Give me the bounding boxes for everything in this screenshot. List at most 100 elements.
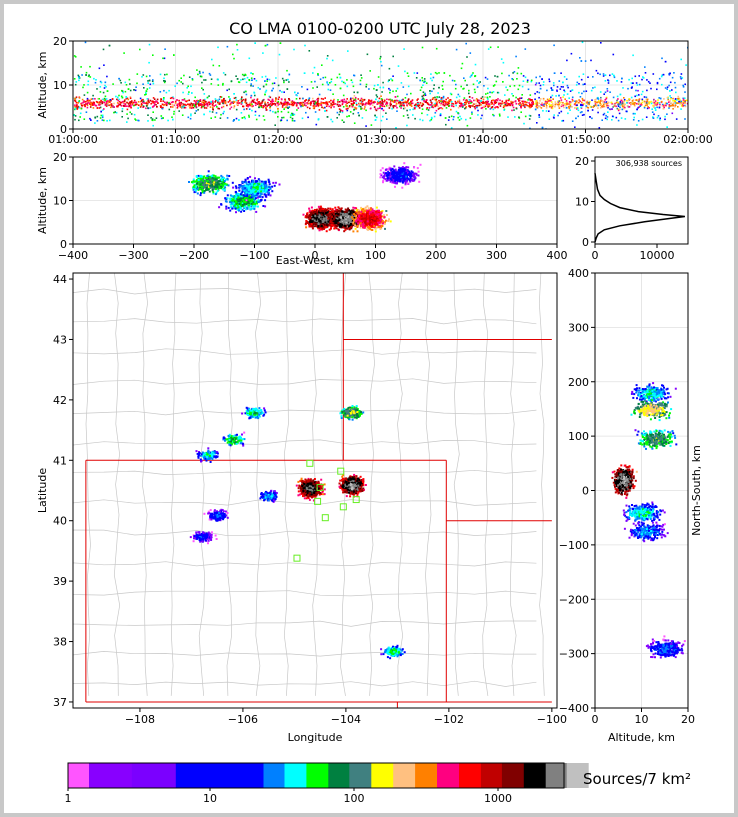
source-cell — [265, 189, 267, 192]
source-cell — [252, 202, 255, 205]
source-mark — [190, 114, 192, 117]
source-mark — [520, 72, 523, 75]
source-mark — [360, 97, 363, 100]
source-mark — [446, 102, 448, 105]
source-mark — [121, 100, 124, 103]
source-mark — [162, 98, 165, 101]
source-mark — [438, 72, 440, 74]
source-mark — [248, 116, 250, 118]
source-mark — [143, 87, 145, 89]
source-mark — [461, 106, 464, 108]
source-mark — [345, 108, 348, 110]
source-mark — [478, 99, 480, 102]
source-mark — [326, 81, 328, 83]
source-mark — [476, 100, 479, 103]
source-mark — [184, 100, 187, 102]
source-mark — [269, 109, 272, 112]
source-cell — [202, 176, 205, 179]
source-mark — [484, 96, 486, 98]
source-cell — [236, 194, 239, 197]
source-mark — [307, 116, 309, 119]
source-mark — [630, 82, 633, 84]
source-cell — [241, 208, 244, 211]
source-mark — [584, 60, 587, 62]
source-mark — [105, 105, 108, 107]
source-mark — [358, 114, 360, 117]
source-mark — [559, 97, 562, 99]
source-mark — [245, 102, 248, 104]
source-cell — [271, 185, 274, 188]
source-mark — [244, 99, 247, 102]
source-mark — [259, 103, 262, 106]
source-mark — [337, 101, 339, 103]
source-cell — [268, 181, 271, 184]
source-mark — [165, 91, 168, 94]
source-mark — [193, 100, 196, 102]
source-mark — [114, 111, 116, 113]
source-mark — [472, 103, 475, 106]
source-mark — [257, 101, 259, 103]
source-mark — [243, 116, 246, 118]
source-mark — [94, 104, 97, 107]
source-cell — [272, 181, 275, 184]
source-mark — [121, 108, 124, 110]
source-mark — [203, 107, 206, 109]
source-mark — [602, 113, 605, 116]
source-mark — [151, 106, 154, 108]
source-mark — [518, 84, 521, 87]
source-mark — [484, 102, 487, 105]
source-mark — [425, 101, 427, 103]
source-mark — [421, 112, 423, 115]
source-mark — [320, 97, 323, 100]
source-mark — [423, 80, 426, 83]
source-mark — [434, 71, 437, 74]
source-mark — [508, 98, 510, 100]
source-mark — [74, 104, 76, 106]
source-mark — [74, 56, 77, 58]
source-mark — [314, 103, 316, 105]
source-mark — [203, 102, 205, 105]
source-mark — [581, 114, 584, 116]
source-mark — [145, 107, 147, 110]
source-mark — [304, 102, 306, 104]
source-cell — [248, 190, 251, 193]
source-mark — [371, 101, 373, 104]
source-cell — [229, 194, 232, 197]
source-mark — [160, 117, 163, 120]
source-mark — [365, 85, 367, 88]
source-mark — [419, 89, 422, 91]
source-mark — [203, 100, 206, 102]
source-mark — [669, 90, 671, 92]
source-mark — [545, 105, 548, 107]
source-cell — [258, 191, 261, 194]
source-mark — [87, 83, 89, 86]
source-cell — [257, 178, 260, 181]
source-cell — [211, 189, 214, 192]
source-mark — [432, 76, 435, 79]
source-mark — [617, 119, 620, 122]
source-mark — [160, 105, 162, 107]
source-cell — [196, 192, 199, 195]
source-mark — [169, 97, 172, 100]
source-mark — [671, 112, 674, 115]
source-mark — [672, 97, 674, 100]
source-mark — [579, 100, 581, 103]
source-cell — [204, 180, 207, 183]
source-mark — [229, 100, 231, 102]
source-mark — [228, 96, 230, 98]
source-mark — [619, 106, 621, 109]
source-mark — [526, 81, 529, 83]
source-mark — [589, 105, 592, 108]
source-mark — [128, 104, 131, 107]
source-mark — [652, 101, 654, 103]
source-mark — [660, 75, 663, 78]
source-mark — [455, 102, 458, 104]
source-mark — [388, 107, 391, 109]
source-mark — [218, 98, 221, 101]
source-mark — [152, 97, 155, 99]
source-mark — [331, 59, 334, 62]
source-mark — [424, 92, 426, 95]
source-mark — [282, 102, 285, 105]
source-mark — [295, 102, 297, 104]
source-mark — [518, 116, 520, 118]
